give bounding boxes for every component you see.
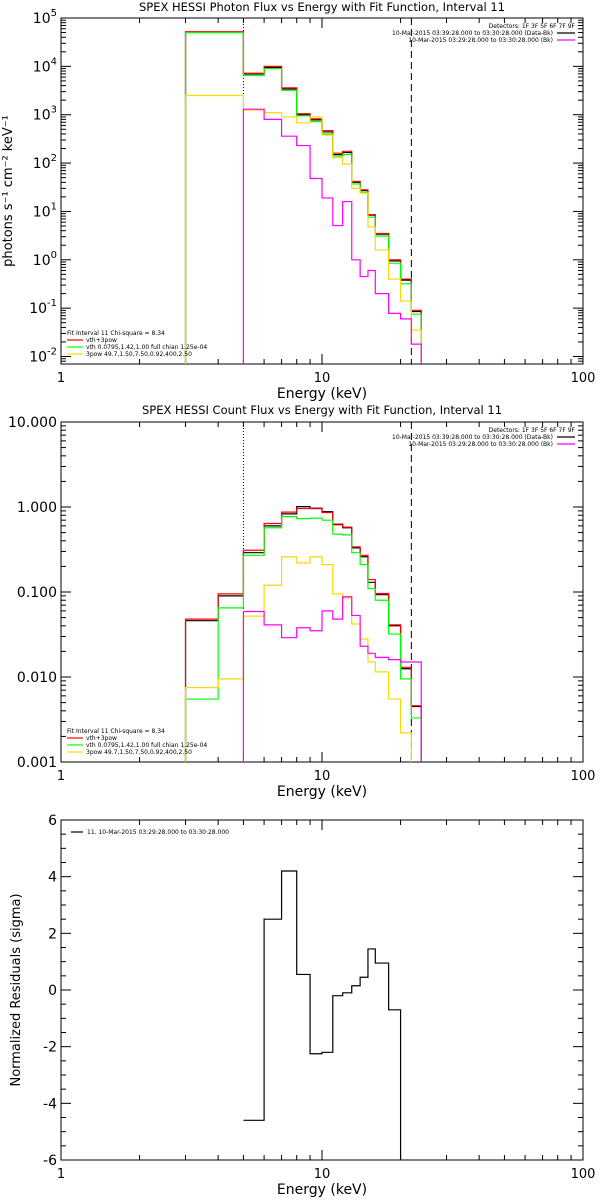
y-tick-label: 10-1 — [29, 298, 57, 317]
legend-entry: Fit Interval 11 Chi-square = 8.34 — [67, 330, 165, 337]
chart-2: SPEX HESSI Count Flux vs Energy with Fit… — [8, 403, 595, 800]
legend-entry: Detectors: 1F 3F 5F 6F 7F 9F — [489, 23, 576, 30]
x-axis-label: Energy (keV) — [277, 1182, 367, 1198]
y-tick-base: 10 — [33, 108, 51, 124]
y-tick-label: 0 — [48, 983, 57, 999]
y-tick-label: 0.001 — [17, 755, 57, 771]
y-tick-exponent: 2 — [51, 153, 57, 164]
y-tick-label: 104 — [33, 56, 57, 75]
chart-title: SPEX HESSI Photon Flux vs Energy with Fi… — [139, 0, 505, 14]
x-tick-label: 1 — [57, 1167, 65, 1182]
x-tick-label: 100 — [571, 371, 596, 386]
legend-entry: Fit Interval 11 Chi-square = 8.34 — [67, 728, 165, 735]
y-tick-base: 10 — [33, 253, 51, 269]
plot-frame — [60, 421, 584, 763]
legend-entry: vth+3pow — [86, 735, 117, 742]
chart-title: SPEX HESSI Count Flux vs Energy with Fit… — [142, 403, 502, 417]
y-tick-base: 10 — [33, 204, 51, 220]
x-tick-label: 100 — [571, 1167, 596, 1182]
series-thermal — [184, 516, 422, 762]
x-tick-label: 10 — [314, 1167, 331, 1182]
y-tick-label: 100 — [33, 250, 57, 269]
y-tick-base: 10 — [33, 156, 51, 172]
y-tick-exponent: 1 — [51, 201, 57, 212]
legend-entry: 10-Mar-2015 03:29:28.000 to 03:30:28.000… — [408, 37, 553, 44]
legend-entry: vth 0.0795,1.42,1.00 full chian 1.25e-04 — [86, 344, 207, 351]
y-tick-base: 10 — [33, 11, 51, 27]
x-tick-label: 1 — [57, 769, 65, 784]
y-tick-label: 105 — [33, 8, 57, 27]
x-tick-label: 100 — [571, 769, 596, 784]
y-tick-exponent: 3 — [51, 105, 57, 116]
series-power_law — [184, 94, 422, 364]
y-tick-exponent: 4 — [51, 56, 57, 67]
legend-entry: 3pow 49.7,1.50,7.50,0.92,400,2.50 — [86, 351, 192, 358]
y-tick-base: 10 — [33, 59, 51, 75]
legend-entry: 10-Mar-2015 03:39:28.000 to 03:30:28.000… — [392, 30, 553, 37]
x-axis-label: Energy (keV) — [277, 784, 367, 800]
series-power_law — [184, 556, 412, 762]
legend-entry: 10-Mar-2015 03:39:28.000 to 03:30:28.000… — [392, 434, 553, 441]
y-tick-label: 0.010 — [17, 670, 57, 686]
y-tick-label: 4 — [48, 870, 57, 886]
legend-entry: 3pow 49.7,1.50,7.50,0.92,400,2.50 — [86, 749, 192, 756]
y-tick-exponent: -1 — [47, 298, 57, 309]
series-background — [242, 108, 422, 364]
y-axis-label: photons s⁻¹ cm⁻² keV⁻¹ — [1, 115, 16, 267]
y-tick-label: -6 — [43, 1153, 57, 1169]
series-data — [184, 31, 422, 364]
y-axis-label: Normalized Residuals (sigma) — [9, 893, 24, 1086]
legend-entry: vth+3pow — [86, 337, 117, 344]
y-tick-label: 103 — [33, 105, 57, 124]
legend-entry: 10-Mar-2015 03:29:28.000 to 03:30:28.000… — [408, 441, 553, 448]
y-tick-label: -4 — [43, 1096, 57, 1112]
chart-3: 1 10 100 Energy (keV) -6 -4 -2 0 2 4 6 Normalized R… — [9, 813, 595, 1198]
x-axis-label: Energy (keV) — [277, 386, 367, 402]
y-tick-label: 0.100 — [17, 585, 57, 601]
y-tick-base: 10 — [29, 301, 47, 317]
series-fit_total — [184, 31, 422, 364]
y-tick-label: 2 — [48, 926, 57, 942]
x-tick-label: 1 — [57, 371, 65, 386]
y-tick-label: 102 — [33, 153, 57, 172]
series-fit_total — [184, 507, 422, 762]
y-tick-label: 6 — [48, 813, 57, 829]
y-tick-label: 10.000 — [8, 415, 57, 431]
series-residuals — [243, 870, 402, 1160]
series-thermal — [184, 31, 422, 364]
series-background — [242, 596, 422, 762]
x-tick-label: 10 — [314, 769, 331, 784]
chart-1: SPEX HESSI Photon Flux vs Energy with Fi… — [1, 0, 595, 402]
y-tick-base: 10 — [29, 350, 47, 366]
y-tick-label: 101 — [33, 201, 57, 220]
x-tick-label: 10 — [314, 371, 331, 386]
y-tick-label: 1.000 — [17, 500, 57, 516]
legend-entry: 11. 10-Mar-2015 03:29:28.000 to 03:30:28… — [87, 829, 229, 836]
series-data — [184, 506, 422, 762]
y-tick-label: -2 — [43, 1040, 57, 1056]
legend-entry: Detectors: 1F 3F 5F 6F 7F 9F — [489, 427, 576, 434]
y-tick-label: 10-2 — [29, 347, 57, 366]
plot-frame — [60, 819, 584, 1161]
y-tick-exponent: 0 — [51, 250, 57, 261]
y-tick-exponent: 5 — [51, 8, 57, 19]
legend-entry: vth 0.0795,1.42,1.00 full chian 1.25e-04 — [86, 742, 207, 749]
y-tick-exponent: -2 — [47, 347, 57, 358]
